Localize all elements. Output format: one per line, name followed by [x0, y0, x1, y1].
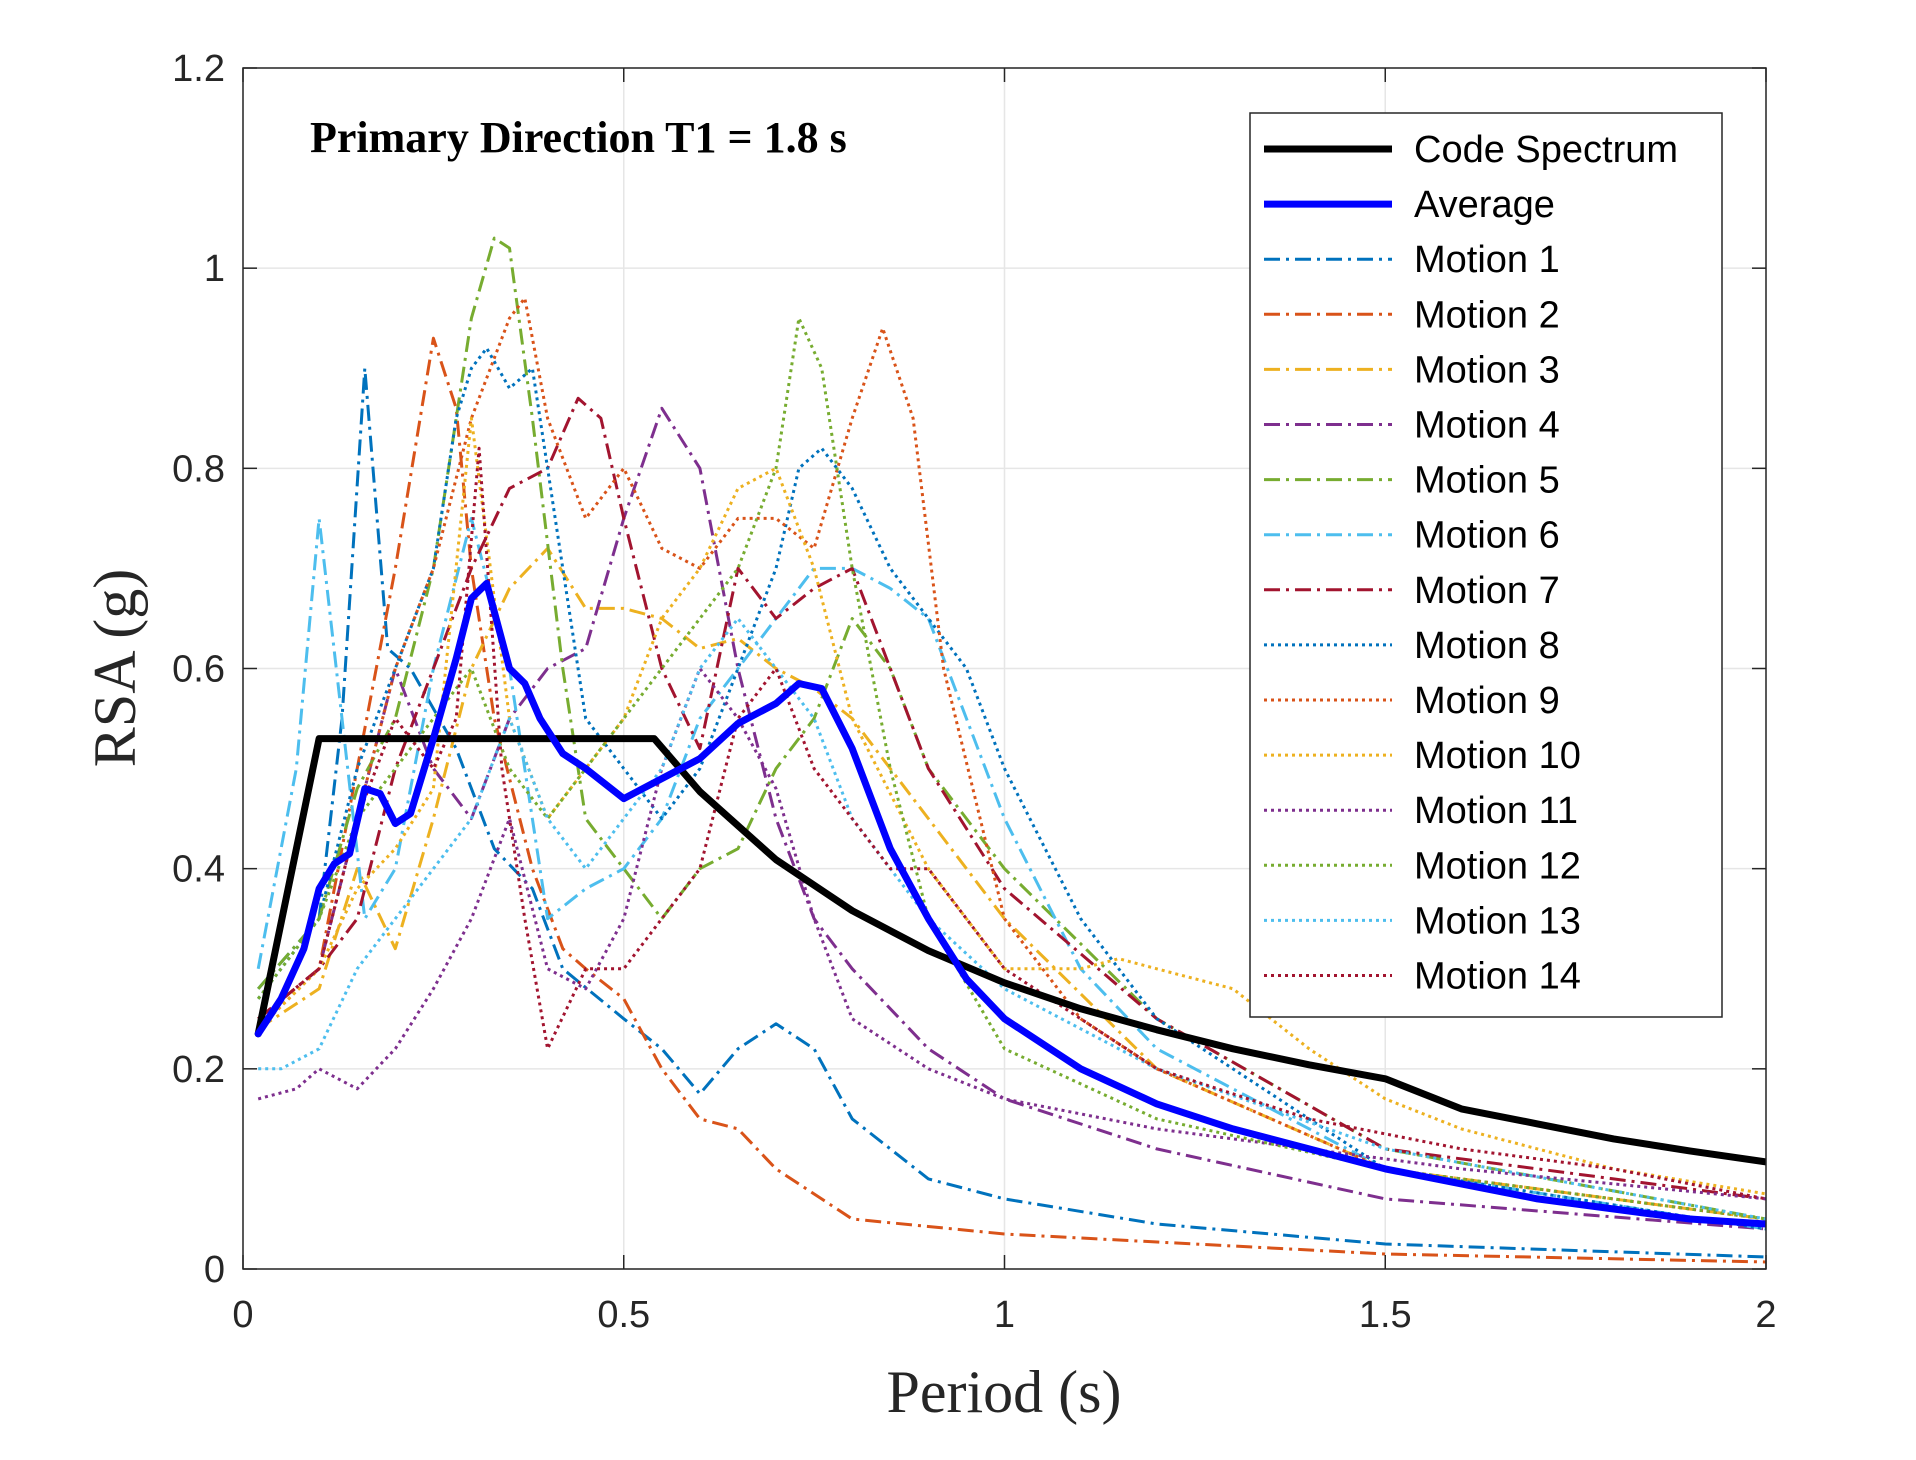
- legend-label-motion-4: Motion 4: [1414, 405, 1560, 447]
- series-line-motion-8: [257, 346, 1766, 1231]
- y-tick-label: 0.6: [172, 649, 225, 691]
- series-line-motion-9: [257, 296, 1766, 1221]
- y-tick-label: 0: [204, 1249, 225, 1291]
- legend-label-motion-13: Motion 13: [1414, 900, 1581, 942]
- series-layer: [254, 236, 1766, 1264]
- series-line-code-spectrum: [254, 735, 1766, 1166]
- legend-label-motion-11: Motion 11: [1414, 790, 1578, 832]
- legend-label-motion-1: Motion 1: [1414, 239, 1560, 281]
- series-line-motion-4: [257, 406, 1766, 1231]
- legend-label-motion-5: Motion 5: [1414, 460, 1560, 502]
- legend-label-motion-14: Motion 14: [1414, 956, 1581, 998]
- legend-label-motion-10: Motion 10: [1414, 735, 1581, 777]
- y-axis-title: RSA (g): [82, 569, 148, 767]
- series-line-motion-5: [257, 236, 1766, 1221]
- series-line-motion-7: [257, 396, 1766, 1201]
- legend-label-motion-9: Motion 9: [1414, 680, 1560, 722]
- y-tick-label: 1.2: [172, 48, 225, 90]
- chart-title: Primary Direction T1 = 1.8 s: [310, 113, 847, 162]
- x-tick-label: 1.5: [1359, 1294, 1412, 1336]
- legend-label-motion-12: Motion 12: [1414, 845, 1581, 887]
- legend-label-motion-6: Motion 6: [1414, 515, 1560, 557]
- series-line-motion-10: [257, 416, 1766, 1196]
- legend-label-average: Average: [1414, 184, 1555, 226]
- x-axis-title: Period (s): [887, 1359, 1122, 1425]
- legend-label-code-spectrum: Code Spectrum: [1414, 129, 1678, 171]
- legend-label-motion-8: Motion 8: [1414, 625, 1560, 667]
- legend-label-motion-7: Motion 7: [1414, 570, 1560, 612]
- y-tick-label: 1: [204, 248, 225, 290]
- series-line-motion-13: [258, 617, 1766, 1221]
- series-line-motion-14: [257, 446, 1766, 1201]
- x-tick-label: 0.5: [597, 1294, 650, 1336]
- axis-ticks: 0 0.5 1 1.5 2 0 0.2 0.4 0.6 0.8 1 1.2: [172, 48, 1776, 1336]
- x-tick-label: 1: [994, 1294, 1015, 1336]
- x-tick-label: 2: [1755, 1294, 1776, 1336]
- series-line-average: [254, 579, 1766, 1228]
- legend-label-motion-2: Motion 2: [1414, 294, 1560, 336]
- series-line-motion-3: [257, 546, 1766, 1221]
- series-line-motion-2: [257, 336, 1766, 1264]
- y-tick-label: 0.8: [172, 448, 225, 490]
- y-tick-label: 0.2: [172, 1049, 225, 1091]
- y-tick-label: 0.4: [172, 849, 225, 891]
- x-tick-label: 0: [232, 1294, 253, 1336]
- legend-label-motion-3: Motion 3: [1414, 349, 1560, 391]
- legend: Code Spectrum Average Motion 1 Motion 2 Moti…: [1249, 112, 1723, 1018]
